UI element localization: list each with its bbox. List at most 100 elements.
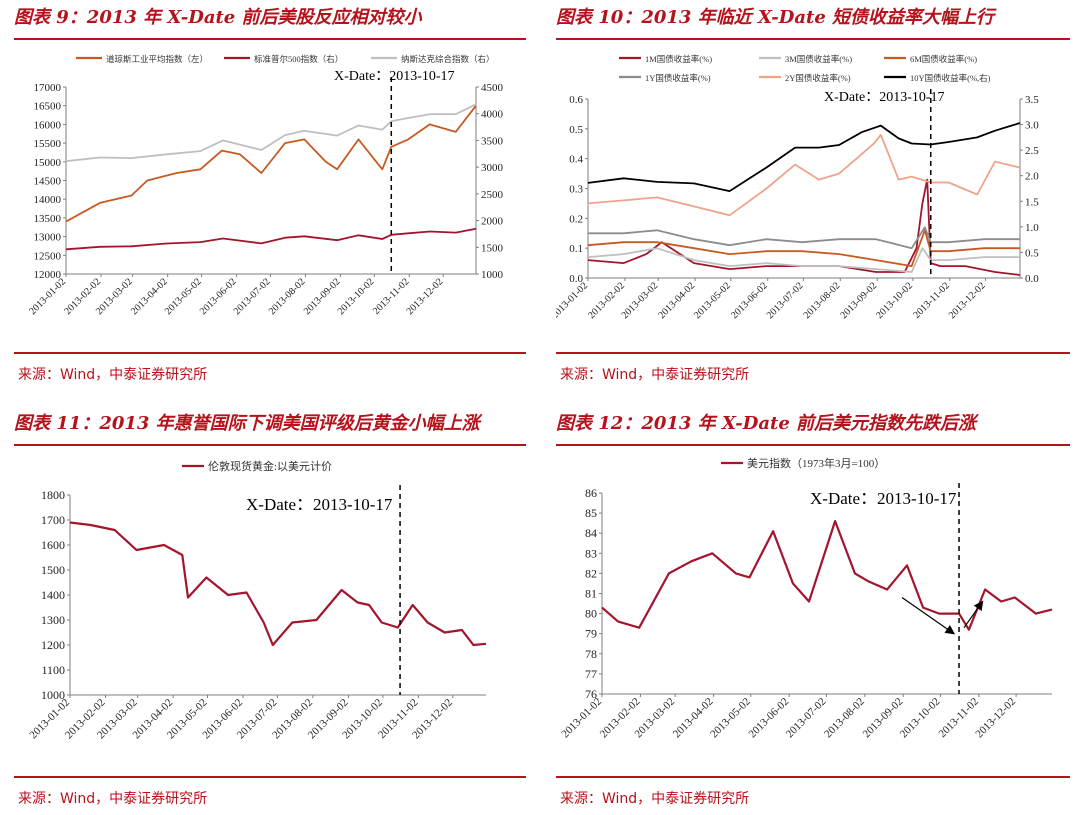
y2-tick-label: 4000 <box>481 109 504 121</box>
series-line <box>588 226 1020 250</box>
legend-label: 10Y国债收益率(%,右) <box>910 73 991 83</box>
y2-tick-label: 1000 <box>481 269 504 281</box>
x-tick-label: 2013-12-02 <box>947 280 988 321</box>
y2-tick-label: 2000 <box>481 216 504 228</box>
series-line <box>65 227 477 251</box>
source-rule <box>14 776 526 778</box>
panel-treasury-yields: 图表 10：2013 年临近 X-Date 短债收益率大幅上行 0.0 0.1 0.… <box>556 0 1070 392</box>
panel-dow-sp-nasdaq: 图表 9：2013 年 X-Date 前后美股反应相对较小 12000 12500… <box>14 0 526 392</box>
y2-tick-label: 3500 <box>481 135 504 147</box>
y-tick-label: 0.3 <box>569 184 583 196</box>
title-rule <box>556 444 1070 446</box>
y-tick-label: 82 <box>585 566 597 580</box>
legend-label: 道琼斯工业平均指数（左） <box>106 54 208 64</box>
y2-tick-label: 1.5 <box>1025 196 1039 208</box>
y-tick-label: 85 <box>585 506 597 520</box>
chart-gold: 1000110012001300140015001600170018002013… <box>27 459 487 741</box>
chart-treasury-yields: 0.0 0.1 0.2 0.3 0.4 0.5 0.6 0.0 0.5 1.0 1.5 2.0 2.5 3… <box>556 54 1039 321</box>
x-date-annotation: X-Date：2013-10-17 <box>246 495 393 514</box>
y-tick-label: 81 <box>585 587 597 601</box>
y2-tick-label: 0.0 <box>1025 273 1039 285</box>
trend-arrow <box>963 600 984 629</box>
legend-label: 1M国债收益率(%) <box>645 54 712 64</box>
panel-dollar-index: 图表 12：2013 年 X-Date 前后美元指数先跌后涨 76 77 78 79 8… <box>556 406 1070 815</box>
y2-tick-label: 4500 <box>481 82 504 94</box>
legend-label: 6M国债收益率(%) <box>910 54 977 64</box>
x-tick-label: 2013-10-02 <box>898 696 943 741</box>
y-tick-label: 16000 <box>34 119 62 131</box>
source-note: 来源：Wind，中泰证券研究所 <box>18 791 208 807</box>
y-tick-label: 14500 <box>34 176 62 188</box>
series-line <box>587 247 1020 273</box>
y-tick-label: 86 <box>585 486 597 500</box>
chart-dollar-index: 76777879808182838485862013-01-022013-02-… <box>559 456 1053 741</box>
y2-tick-label: 2.0 <box>1025 171 1039 183</box>
y-tick-label: 0.6 <box>569 94 583 106</box>
y-tick-label: 1700 <box>41 513 65 527</box>
x-tick-label: 2013-07-02 <box>232 276 273 317</box>
y-tick-label: 84 <box>585 526 597 540</box>
y-tick-label: 14000 <box>34 194 62 206</box>
x-date-annotation: X-Date：2013-10-17 <box>810 489 957 508</box>
x-tick-label: 2013-04-02 <box>656 280 697 321</box>
y-tick-label: 0.5 <box>569 124 583 136</box>
y-tick-label: 1600 <box>41 538 65 552</box>
source-rule <box>556 776 1070 778</box>
y2-tick-label: 1.0 <box>1025 222 1039 234</box>
y2-tick-label: 2500 <box>481 189 504 201</box>
y-tick-label: 0.1 <box>569 243 583 255</box>
y-tick-label: 16500 <box>34 101 62 113</box>
x-tick-label: 2013-10-02 <box>874 280 915 321</box>
x-tick-label: 2013-08-02 <box>802 280 843 321</box>
x-tick-label: 2013-12-02 <box>973 696 1018 741</box>
y-tick-label: 0.4 <box>569 154 583 166</box>
y-tick-label: 77 <box>585 667 597 681</box>
x-tick-label: 2013-11-02 <box>911 280 952 321</box>
y-tick-label: 1500 <box>41 563 65 577</box>
series-line <box>587 133 1021 217</box>
x-tick-label: 2013-07-02 <box>765 280 806 321</box>
x-tick-label: 2013-05-02 <box>708 696 753 741</box>
y-tick-label: 76 <box>585 687 597 701</box>
y-tick-label: 17000 <box>34 82 62 94</box>
legend-label: 伦敦现货黄金:以美元计价 <box>208 459 332 473</box>
x-tick-label: 2013-01-02 <box>559 696 604 741</box>
x-tick-label: 2013-05-02 <box>692 280 733 321</box>
legend-label: 标准普尔500指数（右） <box>254 54 343 64</box>
x-tick-label: 2013-01-02 <box>556 280 590 321</box>
legend-label: 纳斯达克综合指数（右） <box>401 54 495 64</box>
series-line <box>65 105 477 223</box>
x-date-annotation: X-Date：2013-10-17 <box>824 90 945 105</box>
legend-label: 2Y国债收益率(%) <box>785 73 851 83</box>
y-tick-label: 13500 <box>34 213 62 225</box>
y-tick-label: 12500 <box>34 250 62 262</box>
source-note: 来源：Wind，中泰证券研究所 <box>560 791 750 807</box>
title-rule <box>556 38 1070 40</box>
x-tick-label: 2013-03-02 <box>620 280 661 321</box>
y-tick-label: 1400 <box>41 588 65 602</box>
x-tick-label: 2013-10-02 <box>336 276 377 317</box>
x-tick-label: 2013-09-02 <box>839 280 880 321</box>
chart-us-stocks: 12000 12500 13000 13500 14000 14500 15000 15500… <box>27 54 504 317</box>
y-tick-label: 79 <box>585 627 597 641</box>
y-tick-label: 1000 <box>41 688 65 702</box>
y-tick-label: 1200 <box>41 638 65 652</box>
x-tick-label: 2013-07-02 <box>784 696 829 741</box>
series-line <box>69 521 487 647</box>
y-tick-label: 0.0 <box>569 273 583 285</box>
panel-gold: 图表 11：2013 年惠誉国际下调美国评级后黄金小幅上涨 1000 1100 12… <box>14 406 526 815</box>
x-date-annotation: X-Date：2013-10-17 <box>334 69 455 84</box>
series-line <box>587 122 1021 193</box>
panel-title: 图表 11：2013 年惠誉国际下调美国评级后黄金小幅上涨 <box>14 413 480 434</box>
title-rule <box>14 38 526 40</box>
panel-title: 图表 9：2013 年 X-Date 前后美股反应相对较小 <box>14 7 422 28</box>
y2-tick-label: 3.0 <box>1025 120 1039 132</box>
series-line <box>65 103 477 163</box>
x-tick-label: 2013-12-02 <box>405 276 446 317</box>
y-tick-label: 13000 <box>34 232 62 244</box>
series-line <box>587 229 1020 268</box>
y2-tick-label: 0.5 <box>1025 247 1039 259</box>
y-tick-label: 83 <box>585 546 597 560</box>
source-note: 来源：Wind，中泰证券研究所 <box>18 367 208 383</box>
y-tick-label: 1800 <box>41 488 65 502</box>
